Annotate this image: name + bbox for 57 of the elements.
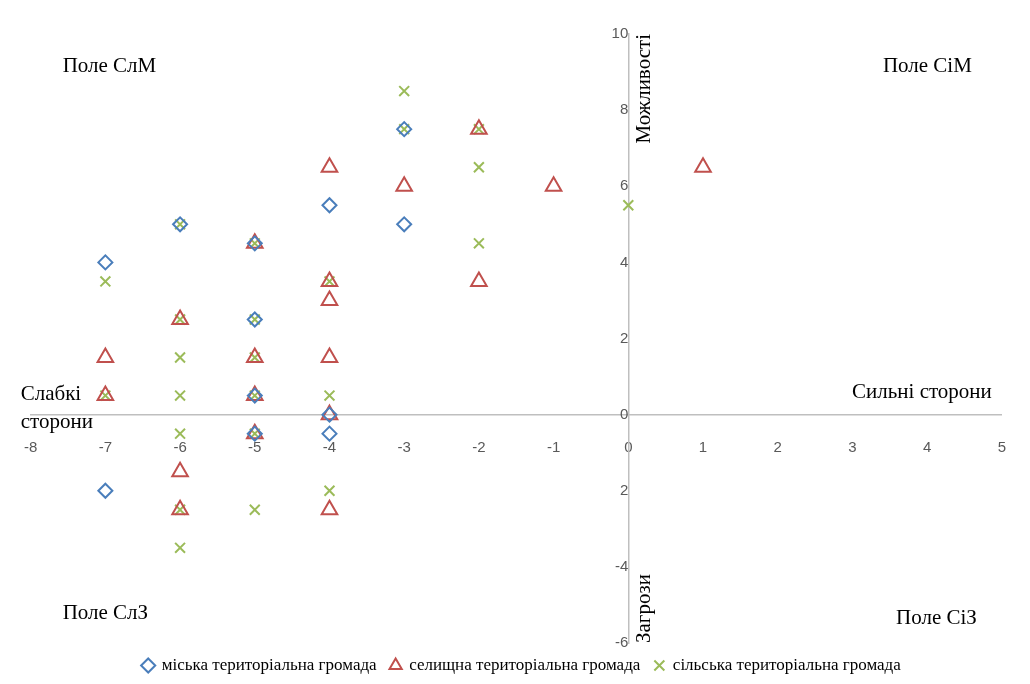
point (248, 503, 261, 516)
x-tick-label: -3 (397, 437, 411, 455)
y-tick-label: 0 (619, 404, 629, 422)
annotation: Поле СлЗ (62, 599, 149, 624)
x-tick-label: -5 (248, 437, 262, 455)
point (396, 216, 413, 233)
y-tick-label: 2 (619, 480, 629, 498)
point (472, 237, 485, 250)
point (96, 385, 115, 402)
x-tick-label: -4 (322, 437, 337, 455)
x-tick-label: -7 (98, 437, 113, 455)
annotation: Поле СіМ (882, 52, 973, 77)
point (99, 275, 112, 288)
x-tick-label: 4 (922, 437, 932, 455)
point (398, 85, 411, 98)
point (174, 541, 187, 554)
point (321, 197, 338, 214)
point (97, 482, 114, 499)
point (472, 161, 485, 174)
y-tick-label: 8 (619, 100, 629, 118)
y-tick-label: 10 (611, 24, 629, 42)
point (174, 389, 187, 402)
annotation: Поле СіЗ (896, 604, 977, 629)
x-tick-label: -2 (472, 437, 486, 455)
point (323, 389, 336, 402)
point (97, 254, 114, 271)
annotation: Загрози (630, 574, 655, 643)
point (323, 484, 336, 497)
y-tick-label: 4 (619, 252, 629, 270)
x-axis-title: Сильні сторони (852, 379, 992, 404)
y-tick-label: -4 (614, 557, 629, 575)
point (174, 427, 187, 440)
point (321, 425, 338, 442)
point (245, 347, 264, 364)
x-tick-label: -6 (173, 437, 187, 455)
point (174, 351, 187, 364)
x-tick-label: 5 (997, 437, 1006, 455)
point (96, 347, 115, 364)
point (171, 461, 189, 478)
annotation: Поле СлМ (62, 52, 157, 77)
x-tick-label: 2 (773, 437, 782, 455)
legend-label: сільська територіальна громада (672, 654, 902, 674)
x-tick-label: -8 (24, 437, 38, 455)
legend-label: селищна територіальна громада (409, 654, 641, 674)
annotation: Слабкі сторони (20, 381, 93, 434)
point (622, 199, 635, 212)
x-tick-label: 1 (698, 437, 708, 455)
x-tick-label: -1 (546, 437, 561, 455)
y-axis-title: Можливості (630, 33, 655, 144)
y-tick-label: 2 (619, 328, 629, 346)
legend-label: міська територіальна громада (161, 654, 378, 674)
x-tick-label: 3 (848, 437, 857, 455)
y-tick-label: -6 (614, 633, 629, 651)
point (320, 499, 339, 516)
point (320, 347, 339, 364)
point (171, 499, 189, 516)
y-tick-label: 6 (619, 176, 629, 194)
